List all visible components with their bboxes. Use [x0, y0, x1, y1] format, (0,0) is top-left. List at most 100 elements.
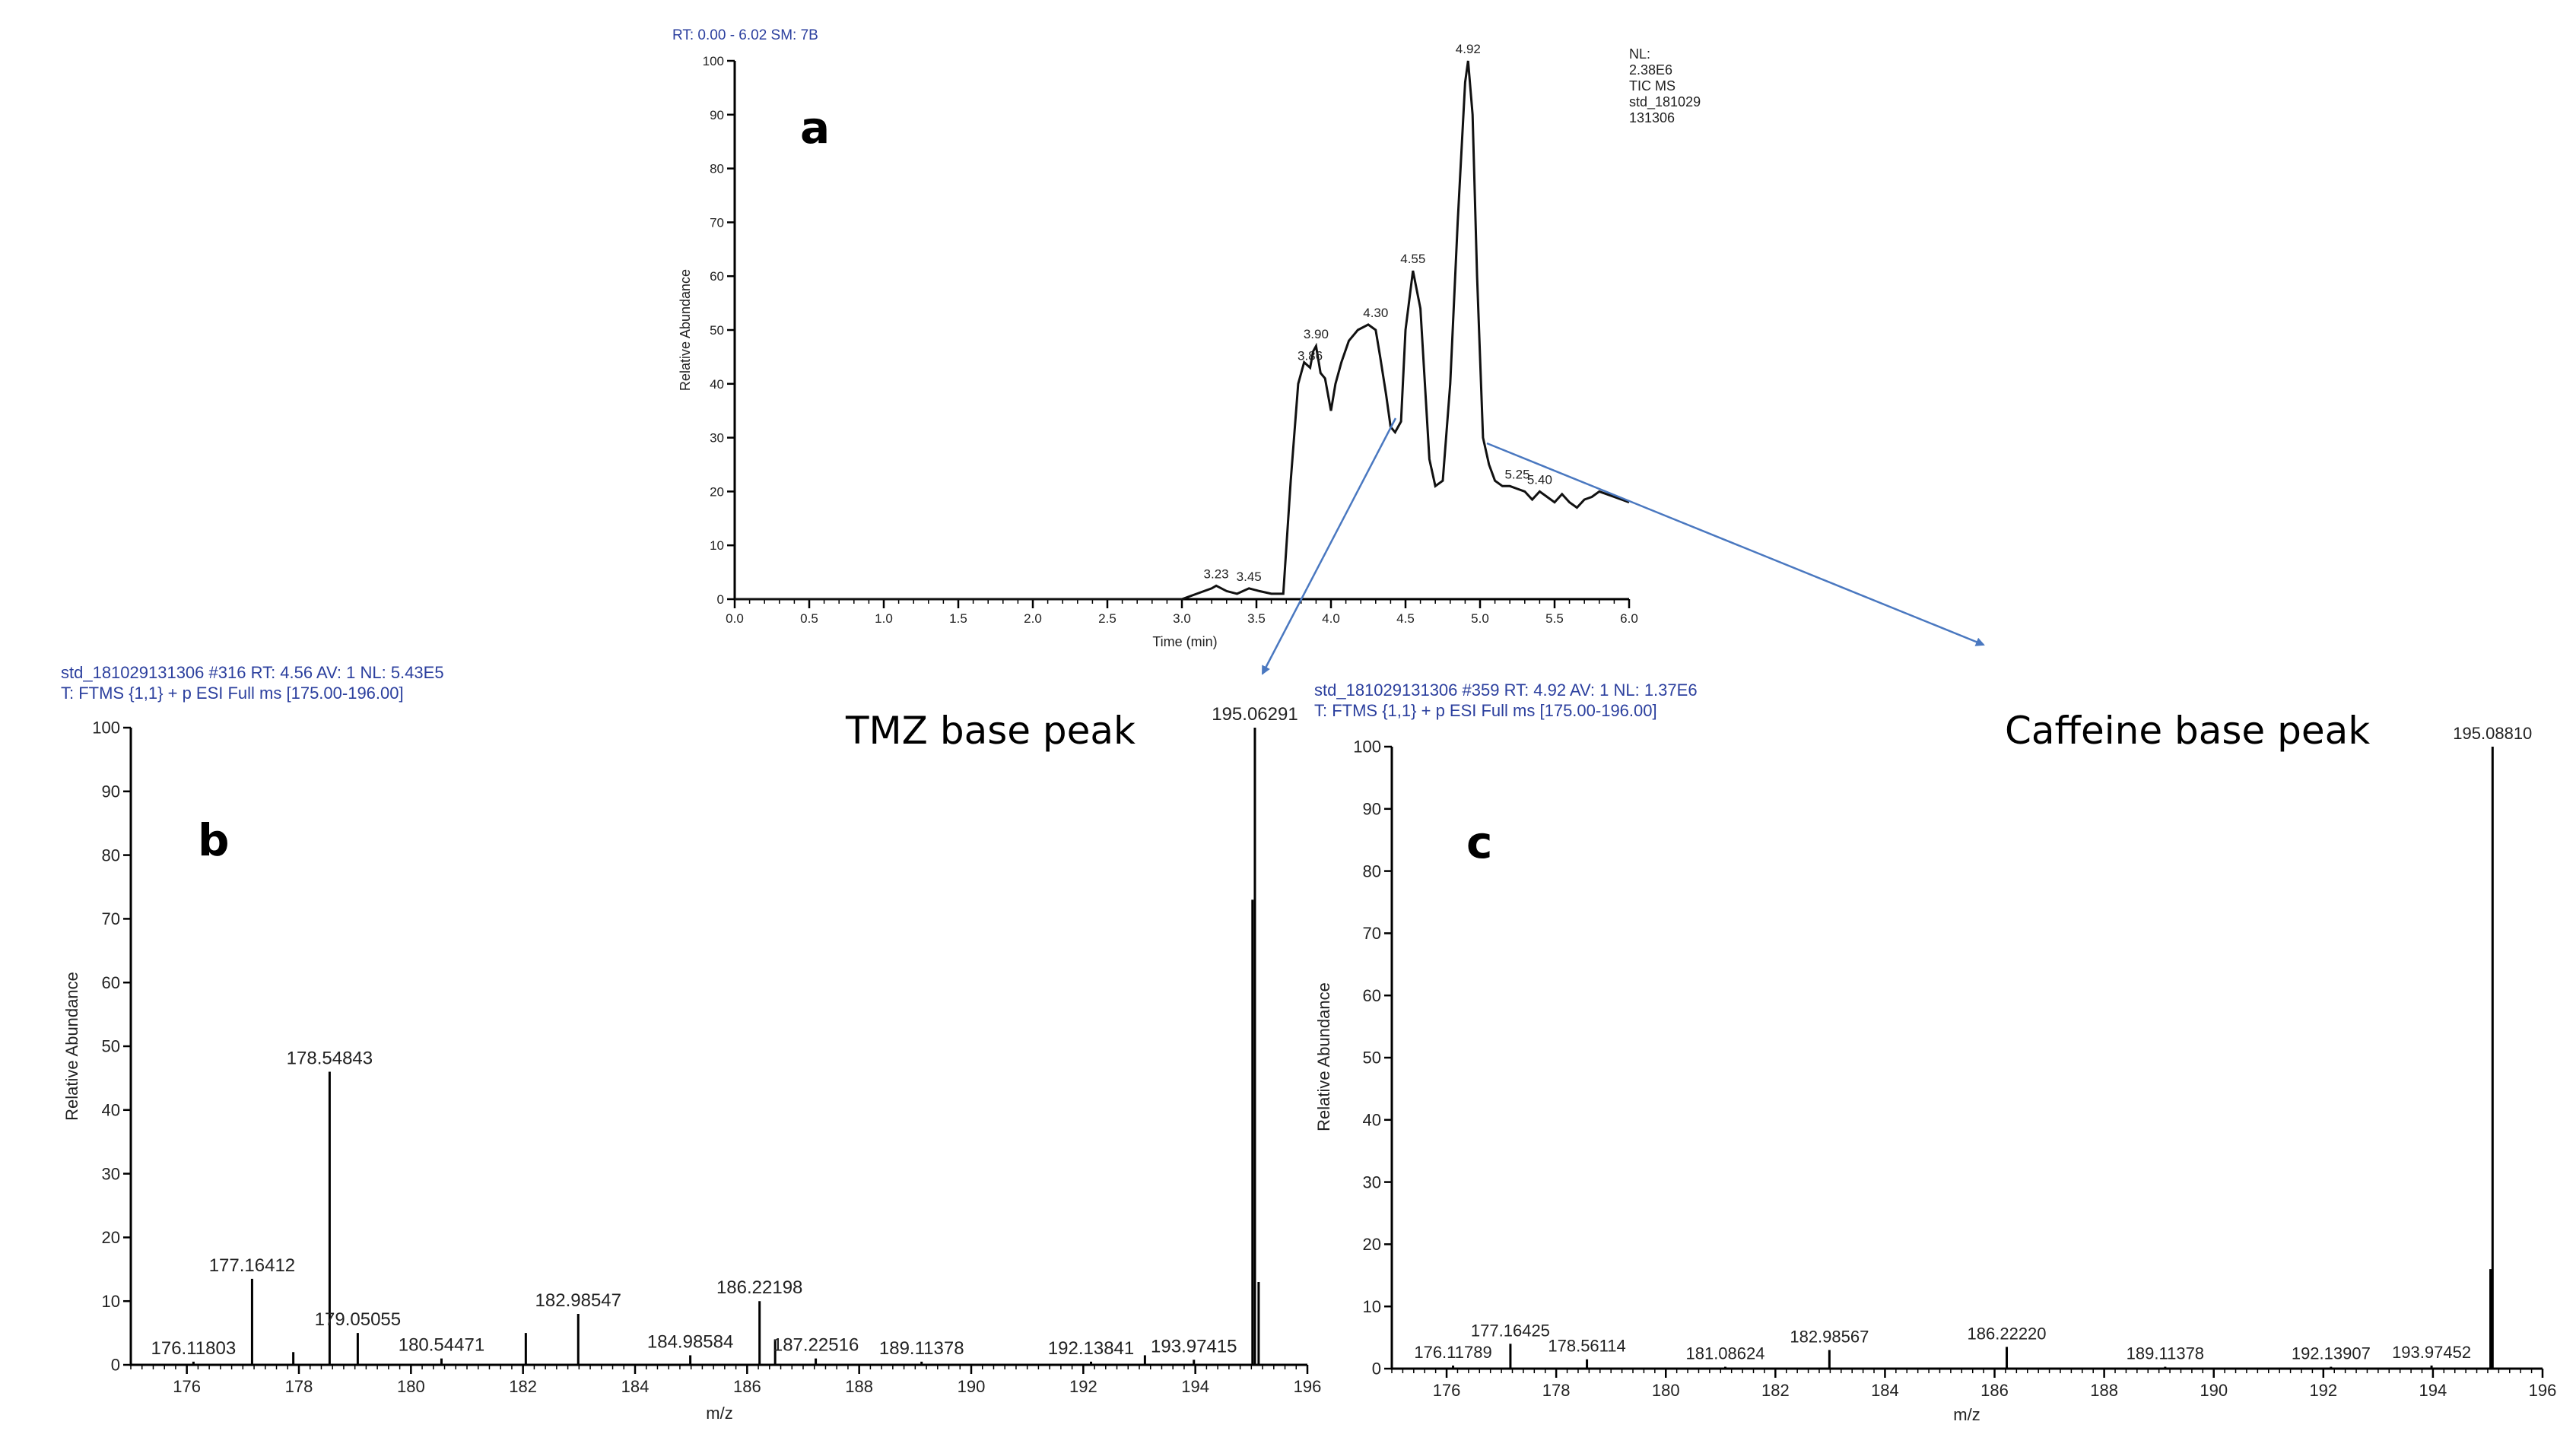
y-tick-label: 40 [102, 1101, 120, 1120]
y-tick-label: 100 [92, 719, 120, 738]
peak-label: 5.25 [1504, 467, 1529, 481]
y-tick-label: 50 [1363, 1049, 1381, 1068]
x-tick-label: 182 [509, 1377, 537, 1396]
peak-label: 177.16425 [1471, 1321, 1550, 1340]
x-tick-label: 186 [733, 1377, 761, 1396]
peak-label: 195.08810 [2453, 724, 2532, 743]
x-tick-label: 194 [1181, 1377, 1209, 1396]
peak-label: 178.56114 [1548, 1337, 1625, 1356]
x-tick-label: 184 [621, 1377, 650, 1396]
x-tick-label: 5.0 [1471, 611, 1489, 626]
y-tick-label: 50 [710, 323, 724, 338]
panel-c-axes [1390, 747, 2543, 1370]
y-tick-label: 80 [710, 162, 724, 176]
peak-label: 192.13907 [2292, 1344, 2371, 1363]
x-tick-label: 1.0 [875, 611, 893, 626]
x-tick-label: 192 [2309, 1381, 2337, 1400]
peak-label: 184.98584 [647, 1331, 733, 1352]
x-tick-label: 178 [285, 1377, 313, 1396]
x-tick-label: 184 [1871, 1381, 1899, 1400]
panel-c-annotation: Caffeine base peak [2005, 709, 2370, 753]
x-tick-label: 3.0 [1173, 611, 1191, 626]
x-tick-label: 6.0 [1620, 611, 1638, 626]
peak-label: 189.11378 [2127, 1344, 2204, 1363]
panel-a-xlabel: Time (min) [1152, 634, 1217, 649]
peak-label: 195.06291 [1212, 704, 1298, 725]
peak-label: 180.54471 [399, 1335, 484, 1356]
peak-label: 176.11789 [1414, 1343, 1491, 1362]
panel-c-header-line: T: FTMS {1,1} + p ESI Full ms [175.00-19… [1314, 701, 1657, 720]
y-tick-label: 90 [1363, 800, 1381, 819]
y-tick-label: 20 [710, 484, 724, 499]
panel-a-ylabel: Relative Abundance [678, 269, 693, 391]
peak-label: 181.08624 [1685, 1344, 1764, 1363]
peak-label: 177.16412 [209, 1255, 295, 1276]
panel-a-chromatogram: RT: 0.00 - 6.02 SM: 7B a NL: 2.38E6 TIC … [672, 27, 1701, 649]
x-tick-label: 192 [1069, 1377, 1097, 1396]
peak-label: 193.97452 [2392, 1343, 2471, 1362]
y-tick-label: 0 [111, 1356, 120, 1375]
panel-a-info-line: 2.38E6 [1629, 62, 1672, 78]
y-tick-label: 60 [102, 973, 120, 992]
x-tick-label: 3.5 [1247, 611, 1266, 626]
peak-label: 192.13841 [1048, 1338, 1134, 1359]
y-tick-label: 30 [102, 1164, 120, 1183]
y-tick-label: 100 [703, 54, 724, 68]
panel-c-xlabel: m/z [1953, 1405, 1980, 1424]
panel-b-letter: b [198, 814, 230, 866]
panel-a-info-line: 131306 [1629, 110, 1675, 125]
panel-a-info-line: TIC MS [1629, 78, 1676, 94]
y-tick-label: 50 [102, 1037, 120, 1056]
panel-c-ylabel: Relative Abundance [1314, 982, 1333, 1131]
panel-c-header-line: std_181029131306 #359 RT: 4.92 AV: 1 NL:… [1314, 681, 1698, 700]
y-tick-label: 80 [102, 846, 120, 865]
x-tick-label: 2.5 [1098, 611, 1116, 626]
panel-b-axes [129, 728, 1307, 1366]
panel-a-letter: a [800, 102, 830, 154]
x-tick-label: 0.5 [800, 611, 818, 626]
x-tick-label: 186 [1980, 1381, 2009, 1400]
panel-b-annotation: TMZ base peak [845, 709, 1136, 753]
y-tick-label: 40 [710, 377, 724, 392]
x-tick-label: 180 [1652, 1381, 1680, 1400]
peak-label: 5.40 [1527, 472, 1552, 487]
y-tick-label: 60 [1363, 986, 1381, 1005]
y-tick-label: 30 [1363, 1172, 1381, 1191]
peak-label: 176.11803 [151, 1338, 237, 1359]
y-tick-label: 30 [710, 431, 724, 446]
y-tick-label: 20 [1363, 1235, 1381, 1254]
peak-label: 189.11378 [879, 1338, 964, 1359]
panel-c-mass-spectrum: std_181029131306 #359 RT: 4.92 AV: 1 NL:… [1314, 681, 2556, 1424]
y-tick-label: 80 [1363, 861, 1381, 880]
peak-label: 3.90 [1304, 327, 1329, 341]
peak-label: 182.98547 [535, 1290, 621, 1311]
peak-label: 182.98567 [1790, 1327, 1869, 1346]
peak-label: 179.05055 [315, 1309, 401, 1330]
panel-c-letter: c [1466, 817, 1492, 868]
panel-b-ylabel: Relative Abundance [62, 972, 81, 1121]
panel-a-trace [735, 60, 1630, 601]
peak-label: 186.22198 [716, 1277, 802, 1298]
y-tick-label: 0 [1372, 1360, 1381, 1379]
panel-a-info-line: std_181029 [1629, 94, 1701, 110]
y-tick-label: 10 [710, 538, 724, 553]
panel-a-info: NL: 2.38E6 TIC MS std_181029 131306 [1629, 46, 1701, 125]
x-tick-label: 1.5 [949, 611, 967, 626]
y-tick-label: 0 [717, 592, 724, 607]
x-tick-label: 0.0 [726, 611, 744, 626]
peak-label: 186.22220 [1968, 1324, 2047, 1343]
x-tick-label: 190 [958, 1377, 986, 1396]
arrow-to-panel-b [1261, 417, 1397, 675]
x-tick-label: 178 [1542, 1381, 1571, 1400]
peak-label: 4.30 [1363, 306, 1388, 320]
panel-a-axes [733, 61, 1629, 601]
x-tick-label: 188 [2090, 1381, 2118, 1400]
x-tick-label: 180 [397, 1377, 425, 1396]
panel-a-info-line: NL: [1629, 46, 1650, 62]
y-tick-label: 70 [102, 909, 120, 928]
x-tick-label: 4.5 [1396, 611, 1415, 626]
peak-label: 4.55 [1400, 252, 1425, 266]
y-tick-label: 10 [1363, 1297, 1381, 1316]
peak-label: 3.23 [1204, 566, 1229, 581]
panel-b-header-line: std_181029131306 #316 RT: 4.56 AV: 1 NL:… [61, 663, 444, 682]
